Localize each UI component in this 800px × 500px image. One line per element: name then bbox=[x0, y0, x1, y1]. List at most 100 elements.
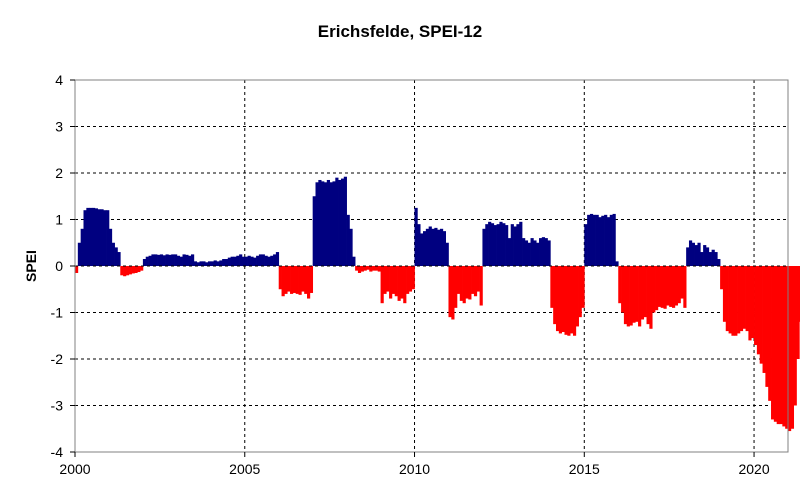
bar bbox=[131, 266, 135, 274]
bar bbox=[606, 217, 611, 266]
bar bbox=[615, 261, 619, 266]
bar bbox=[77, 242, 82, 266]
bar bbox=[640, 266, 645, 320]
bar bbox=[125, 266, 130, 276]
bar bbox=[114, 247, 118, 266]
bar bbox=[513, 226, 517, 266]
bar bbox=[496, 224, 500, 266]
bar bbox=[666, 266, 670, 306]
bar bbox=[417, 224, 421, 266]
x-tick-label: 2010 bbox=[399, 461, 430, 477]
bar bbox=[439, 228, 444, 266]
bar bbox=[751, 266, 755, 339]
bar bbox=[383, 266, 387, 294]
bar bbox=[360, 266, 364, 272]
bar bbox=[329, 182, 333, 266]
y-tick-label: 2 bbox=[55, 165, 63, 181]
bar bbox=[75, 266, 79, 273]
bar bbox=[686, 247, 690, 266]
bar bbox=[708, 252, 712, 266]
bar bbox=[604, 214, 608, 266]
bar bbox=[100, 209, 104, 266]
bar bbox=[445, 242, 449, 266]
bar bbox=[754, 266, 758, 346]
x-tick-label: 2015 bbox=[569, 461, 600, 477]
bar bbox=[377, 266, 381, 272]
bar bbox=[482, 228, 486, 266]
bar bbox=[643, 266, 647, 318]
bar bbox=[541, 237, 546, 266]
bar bbox=[168, 254, 172, 266]
bar bbox=[128, 266, 132, 275]
bar bbox=[176, 255, 181, 266]
bar bbox=[202, 261, 206, 266]
bar bbox=[657, 266, 662, 307]
bar bbox=[612, 213, 616, 266]
x-tick-label: 2020 bbox=[738, 461, 769, 477]
bar bbox=[728, 266, 732, 334]
bar bbox=[561, 266, 565, 333]
bar bbox=[250, 256, 254, 266]
bar bbox=[649, 266, 653, 329]
bar bbox=[239, 254, 243, 267]
bar bbox=[227, 257, 231, 266]
bar bbox=[244, 256, 248, 266]
y-tick-label: 4 bbox=[55, 72, 63, 88]
bar bbox=[193, 261, 198, 266]
bar bbox=[793, 266, 797, 406]
bar bbox=[307, 266, 311, 299]
bar bbox=[397, 266, 401, 301]
bar bbox=[516, 224, 520, 266]
bar bbox=[456, 266, 461, 294]
bar bbox=[270, 255, 274, 266]
bar bbox=[765, 266, 769, 387]
bar bbox=[609, 214, 613, 266]
x-tick-label: 2005 bbox=[229, 461, 260, 477]
bar bbox=[771, 266, 775, 420]
bar bbox=[790, 266, 795, 429]
bar bbox=[748, 266, 752, 341]
bar bbox=[788, 266, 792, 432]
bar bbox=[253, 257, 257, 266]
bar bbox=[507, 238, 512, 266]
bar bbox=[343, 176, 347, 266]
bar bbox=[247, 255, 251, 266]
bar bbox=[473, 266, 478, 297]
bar bbox=[108, 228, 113, 266]
bar bbox=[91, 207, 96, 267]
bar bbox=[165, 254, 169, 267]
bar bbox=[111, 242, 115, 266]
bar bbox=[295, 266, 299, 294]
bar bbox=[137, 266, 141, 273]
bar bbox=[519, 221, 523, 266]
y-tick-label: -4 bbox=[51, 444, 64, 460]
bar bbox=[618, 266, 622, 304]
bar bbox=[386, 266, 390, 292]
bar bbox=[199, 261, 203, 266]
bar bbox=[782, 266, 786, 427]
bar bbox=[340, 178, 345, 266]
bar bbox=[567, 266, 571, 336]
bar bbox=[555, 266, 560, 332]
bar bbox=[312, 196, 316, 266]
bar bbox=[284, 266, 288, 294]
bar bbox=[714, 252, 718, 266]
bar bbox=[171, 254, 175, 267]
bar bbox=[677, 266, 681, 304]
chart-title: Erichsfelde, SPEI-12 bbox=[318, 22, 482, 41]
bar bbox=[731, 266, 735, 336]
bar bbox=[80, 228, 84, 266]
bar bbox=[720, 266, 724, 290]
bar bbox=[323, 182, 328, 266]
bar bbox=[273, 254, 277, 267]
y-tick-labels: -4 -3 -2 -1 0 1 2 3 4 bbox=[51, 72, 64, 460]
bar bbox=[796, 266, 800, 359]
bar bbox=[326, 179, 330, 266]
bar bbox=[191, 254, 195, 267]
bar bbox=[572, 266, 577, 336]
bar bbox=[185, 254, 189, 266]
bar bbox=[134, 266, 138, 273]
bar bbox=[335, 177, 339, 266]
bar bbox=[338, 179, 342, 266]
bar bbox=[672, 266, 676, 308]
